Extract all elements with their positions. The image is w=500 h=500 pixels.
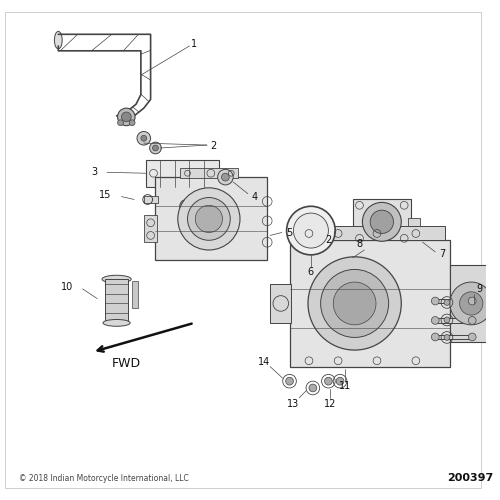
Circle shape [188,198,230,240]
Text: 2: 2 [326,236,332,246]
Bar [105,279,128,323]
Circle shape [152,145,158,151]
Circle shape [180,200,194,213]
Bar [436,334,472,340]
Circle shape [118,120,124,126]
Circle shape [432,333,439,341]
Circle shape [286,206,335,255]
Bar [436,298,472,304]
Bar [352,198,411,245]
Circle shape [334,282,376,325]
Circle shape [370,210,394,234]
Text: 14: 14 [258,356,270,366]
Circle shape [196,206,222,233]
Text: 10: 10 [60,282,73,292]
Bar [180,168,238,178]
Circle shape [468,316,476,324]
Circle shape [222,173,230,181]
Bar [290,240,450,366]
Ellipse shape [102,276,131,283]
Bar [180,226,194,235]
Circle shape [309,384,316,392]
Circle shape [362,202,402,241]
Circle shape [468,333,476,341]
Text: 12: 12 [324,398,336,408]
Bar [408,218,420,236]
Text: 11: 11 [339,381,351,391]
Text: 1: 1 [192,39,198,49]
Text: 4: 4 [252,192,258,202]
Text: 9: 9 [476,284,482,294]
Text: 2: 2 [210,141,217,151]
Bar [132,281,138,308]
Circle shape [118,108,135,126]
Circle shape [444,334,450,340]
Text: © 2018 Indian Motorcycle International, LLC: © 2018 Indian Motorcycle International, … [20,474,189,483]
Circle shape [444,317,450,323]
Ellipse shape [54,32,62,49]
Bar [144,215,158,242]
Circle shape [468,297,476,305]
Circle shape [450,282,492,325]
Bar [450,264,494,342]
Bar [270,284,291,323]
Text: 200397: 200397 [447,474,493,484]
Circle shape [432,316,439,324]
Text: 8: 8 [356,239,362,249]
Circle shape [122,112,131,122]
Text: 13: 13 [288,398,300,408]
Text: FWD: FWD [112,357,141,370]
Circle shape [336,378,344,385]
Text: 5: 5 [286,228,292,238]
Circle shape [218,170,233,185]
Bar [294,226,445,240]
Text: 15: 15 [100,190,112,200]
Circle shape [432,297,439,305]
Circle shape [129,120,135,126]
Circle shape [444,300,450,306]
Text: 7: 7 [439,249,445,259]
Circle shape [178,188,240,250]
Circle shape [141,136,146,141]
Ellipse shape [103,320,130,326]
Circle shape [286,378,294,385]
Circle shape [324,378,332,385]
Circle shape [315,218,324,228]
Circle shape [320,270,388,338]
Circle shape [308,257,402,350]
Circle shape [460,292,483,315]
Bar [144,196,158,203]
Bar [436,318,472,323]
Text: 6: 6 [308,268,314,278]
Circle shape [294,213,328,248]
Circle shape [150,142,162,154]
Circle shape [137,132,150,145]
Bar [156,177,267,260]
Text: 3: 3 [91,168,97,177]
Bar [146,160,218,187]
